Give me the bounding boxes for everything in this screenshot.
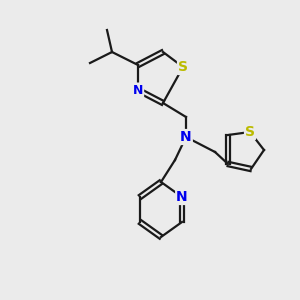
Text: S: S bbox=[245, 125, 255, 139]
Text: N: N bbox=[180, 130, 192, 144]
Text: N: N bbox=[176, 190, 188, 204]
Text: S: S bbox=[178, 60, 188, 74]
Text: N: N bbox=[133, 83, 143, 97]
